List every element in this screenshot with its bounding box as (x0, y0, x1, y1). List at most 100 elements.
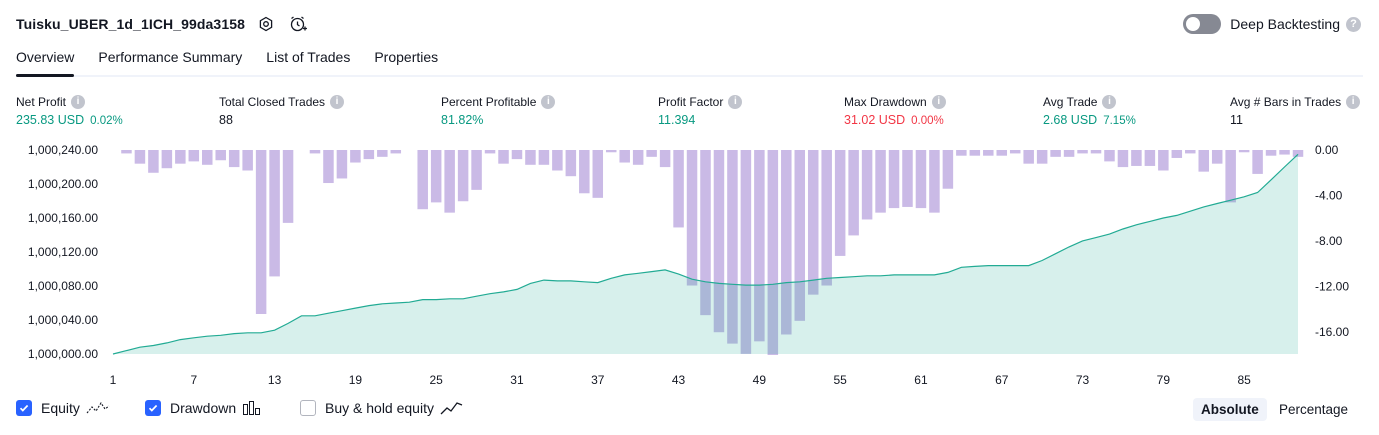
drawdown-bar (525, 150, 536, 165)
drawdown-bar (309, 150, 321, 154)
tab-properties[interactable]: Properties (374, 49, 439, 65)
drawdown-bar (686, 150, 698, 286)
tab-overview[interactable]: Overview (16, 47, 75, 77)
drawdown-bar (336, 150, 348, 179)
drawdown-bar (996, 150, 1008, 156)
info-icon[interactable]: i (541, 94, 556, 109)
x-tick-label: 19 (349, 373, 363, 387)
drawdown-bar (134, 150, 146, 164)
equity-line-icon (86, 400, 110, 416)
drawdown-bar (807, 150, 819, 295)
buy-hold-checkbox[interactable] (300, 400, 316, 416)
drawdown-bar (983, 150, 994, 156)
drawdown-bar (269, 150, 280, 277)
tab-list-of-trades[interactable]: List of Trades (266, 49, 351, 65)
metric-avg-bars-in-trades: Avg # Bars in Trades i 11 (1230, 93, 1361, 127)
x-tick-label: 13 (268, 373, 282, 387)
x-tick-label: 25 (430, 373, 444, 387)
info-icon[interactable]: i (1346, 94, 1361, 109)
help-icon[interactable]: ? (1346, 16, 1361, 32)
info-icon[interactable]: i (728, 94, 743, 109)
drawdown-bar (579, 150, 590, 194)
percentage-button[interactable]: Percentage (1279, 402, 1349, 417)
drawdown-bar (1171, 150, 1183, 158)
drawdown-bar (888, 150, 900, 209)
y-axis-left: 1,000,240.00 1,000,200.00 1,000,160.00 1,00… (28, 143, 98, 361)
drawdown-bar (511, 150, 523, 160)
legend-buy-hold[interactable]: Buy & hold equity (300, 400, 464, 416)
drawdown-bar (727, 150, 738, 344)
drawdown-bar (592, 150, 604, 198)
drawdown-bar (1077, 150, 1088, 154)
drawdown-bar (1090, 150, 1102, 154)
drawdown-bar (417, 150, 428, 210)
y-left-tick-label: 1,000,160.00 (28, 211, 98, 225)
legend-drawdown[interactable]: Drawdown (145, 400, 262, 416)
drawdown-bar (1252, 150, 1263, 174)
strategy-title: Tuisku_UBER_1d_1ICH_99da3158 (16, 16, 245, 32)
tab-performance-summary[interactable]: Performance Summary (98, 49, 243, 65)
drawdown-bar (484, 150, 496, 154)
drawdown-bar (632, 150, 644, 165)
metric-net-profit: Net Profit i 235.83 USD 0.02% (16, 93, 123, 127)
drawdown-bar (915, 150, 927, 209)
drawdown-bar (1158, 150, 1169, 171)
drawdown-bar (1131, 150, 1142, 166)
metric-label: Avg # Bars in Trades (1230, 94, 1342, 109)
drawdown-bars (121, 150, 1304, 355)
equity-line (112, 153, 1299, 355)
metric-label: Percent Profitable (441, 94, 537, 109)
drawdown-bar (228, 150, 240, 168)
info-icon[interactable]: i (330, 94, 345, 109)
deep-backtesting-toggle[interactable] (1183, 14, 1222, 34)
drawdown-bar (1238, 150, 1250, 153)
x-tick-label: 85 (1237, 373, 1251, 387)
absolute-button[interactable]: Absolute (1193, 398, 1267, 421)
equity-checkbox[interactable] (16, 400, 32, 416)
drawdown-bar (471, 150, 482, 190)
info-icon[interactable]: i (931, 94, 946, 109)
drawdown-bar (1009, 150, 1021, 154)
drawdown-bar (323, 150, 334, 184)
drawdown-bar (377, 150, 388, 157)
metric-max-drawdown: Max Drawdown i 31.02 USD 0.00% (844, 93, 946, 127)
drawdown-bar (538, 150, 550, 165)
metric-value: 81.82% (441, 113, 484, 127)
drawdown-bar (700, 150, 711, 316)
info-icon[interactable]: i (71, 94, 86, 109)
y-left-tick-label: 1,000,040.00 (28, 313, 98, 327)
y-right-tick-label: -16.00 (1315, 325, 1349, 339)
y-left-tick-label: 1,000,080.00 (28, 279, 98, 293)
drawdown-bar (188, 150, 200, 162)
metric-label: Max Drawdown (844, 94, 927, 109)
drawdown-bar (215, 150, 226, 161)
drawdown-bar (902, 150, 913, 207)
drawdown-bar (767, 150, 779, 355)
drawdown-bar (861, 150, 873, 220)
drawdown-bar (929, 150, 940, 213)
drawdown-bar (969, 150, 981, 156)
add-alert-icon[interactable] (287, 13, 309, 35)
metric-sub: 0.02% (90, 115, 123, 127)
equity-drawdown-chart[interactable]: 1,000,240.00 1,000,200.00 1,000,160.00 1,00… (0, 138, 1379, 390)
drawdown-checkbox[interactable] (145, 400, 161, 416)
drawdown-bar (794, 150, 806, 321)
y-left-tick-label: 1,000,120.00 (28, 245, 98, 259)
drawdown-bar (148, 150, 159, 173)
metric-label: Avg Trade (1043, 94, 1098, 109)
drawdown-bar (350, 150, 361, 163)
drawdown-bar (942, 150, 954, 189)
tab-bar: Overview Performance Summary List of Tra… (16, 47, 1363, 77)
info-icon[interactable]: i (1102, 94, 1117, 109)
drawdown-bar (1185, 150, 1196, 154)
legend-equity[interactable]: Equity (16, 400, 110, 416)
y-right-tick-label: -4.00 (1315, 189, 1343, 203)
drawdown-bar (1225, 150, 1236, 203)
drawdown-bar (821, 150, 832, 286)
metric-avg-trade: Avg Trade i 2.68 USD 7.15% (1043, 93, 1136, 127)
settings-icon[interactable] (255, 13, 277, 35)
drawdown-bar (430, 150, 442, 203)
drawdown-bar (1265, 150, 1277, 156)
drawdown-bar (121, 150, 132, 154)
drawdown-bar (754, 150, 765, 342)
